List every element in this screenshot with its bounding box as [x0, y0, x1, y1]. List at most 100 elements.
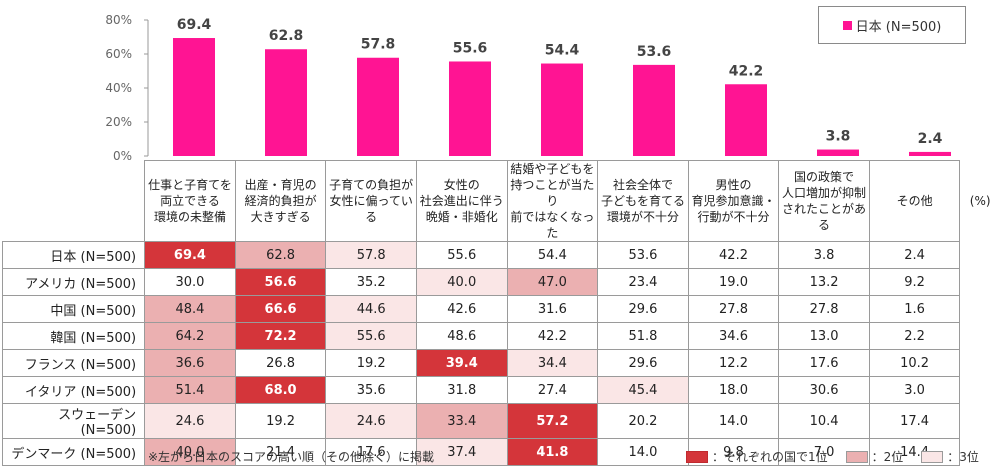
table-cell: 26.8: [234, 349, 327, 377]
table-corner: [2, 160, 146, 242]
legend-swatch-icon: [842, 20, 852, 30]
rank-first-swatch-icon: [686, 450, 708, 463]
column-header: その他: [868, 160, 961, 242]
bar-value-label: 54.4: [545, 43, 580, 59]
table-cell: 24.6: [325, 403, 417, 439]
row-label: デンマーク (N=500): [1, 438, 146, 466]
chart-legend: 日本 (N=500): [818, 6, 966, 44]
spacer-cell: [959, 403, 1000, 439]
table-cell: 2.2: [868, 322, 961, 350]
table-row: スウェーデン (N=500) 24.6 19.2 24.6 33.4 57.2 20.2 14…: [1, 403, 1000, 439]
table-cell: 54.4: [506, 241, 599, 269]
table-cell: 47.0: [506, 268, 599, 296]
table-cell: 39.4: [415, 349, 508, 377]
table-cell: 17.4: [868, 403, 961, 439]
bar-value-label: 57.8: [361, 37, 396, 53]
table-cell: 42.6: [415, 295, 508, 323]
column-header: 国の政策で 人口増加が抑制 されたことがある: [778, 160, 870, 242]
comparison-table: 仕事と子育てを 両立できる 環境の未整備 出産・育児の 経済的負担が 大きすぎる子…: [1, 160, 1000, 466]
row-label: 中国 (N=500): [1, 295, 146, 323]
table-cell: 34.6: [687, 322, 780, 350]
table-row: 韓国 (N=500) 64.2 72.2 55.6 48.6 42.2 51.8 34.6 13…: [1, 322, 1000, 350]
rank-third-swatch-icon: [921, 450, 944, 463]
row-label: 日本 (N=500): [1, 241, 146, 269]
bar: [449, 61, 491, 157]
row-label: アメリカ (N=500): [1, 268, 146, 296]
bar-value-label: 69.4: [177, 17, 212, 33]
row-label: フランス (N=500): [1, 349, 146, 377]
spacer-cell: [959, 268, 1000, 296]
table-cell: 20.2: [597, 403, 689, 439]
table-cell: 56.6: [234, 268, 327, 296]
unit-label: (%): [959, 160, 1000, 242]
table-cell: 12.2: [687, 349, 780, 377]
bar: [265, 49, 307, 156]
column-header: 子育ての負担が 女性に偏っている: [325, 160, 417, 242]
table-body: 日本 (N=500) 69.4 62.8 57.8 55.6 54.4 53.6 42.2 3.…: [1, 241, 1000, 466]
table-row: 中国 (N=500) 48.4 66.6 44.6 42.6 31.6 29.6 27.8 27…: [1, 295, 1000, 323]
table-cell: 34.4: [506, 349, 599, 377]
column-header: 男性の 育児参加意識・ 行動が不十分: [687, 160, 780, 242]
table-cell: 40.0: [144, 438, 236, 466]
y-tick-label: 40%: [105, 81, 132, 95]
table-cell: 51.4: [144, 376, 236, 404]
table-cell: 13.2: [778, 268, 870, 296]
table-cell: 44.6: [325, 295, 417, 323]
table-cell: 48.6: [415, 322, 508, 350]
y-tick-label: 0%: [113, 149, 132, 160]
table-cell: 21.4: [234, 438, 327, 466]
table-cell: 9.2: [868, 268, 961, 296]
table-cell: 53.6: [597, 241, 689, 269]
spacer-cell: [959, 295, 1000, 323]
y-tick-label: 20%: [105, 115, 132, 129]
table-cell: 36.6: [144, 349, 236, 377]
table-cell: 35.6: [325, 376, 417, 404]
bar-value-label: 2.4: [918, 131, 943, 147]
bar-value-label: 62.8: [269, 28, 304, 44]
bar: [909, 151, 951, 156]
legend-label: 日本 (N=500): [855, 19, 942, 35]
rank-key: ：それぞれの国で1位 ：2位 ：3位: [686, 448, 997, 465]
bar: [633, 64, 675, 156]
table-cell: 31.6: [506, 295, 599, 323]
column-header: 出産・育児の 経済的負担が 大きすぎる: [234, 160, 327, 242]
table-cell: 68.0: [234, 376, 327, 404]
table-cell: 14.0: [597, 438, 689, 466]
column-header: 結婚や子どもを 持つことが当たり 前ではなくなった: [506, 160, 599, 242]
table-row: アメリカ (N=500) 30.0 56.6 35.2 40.0 47.0 23.4 19.0…: [1, 268, 1000, 296]
table-row: 日本 (N=500) 69.4 62.8 57.8 55.6 54.4 53.6 42.2 3.…: [1, 241, 1000, 269]
bar-value-label: 3.8: [826, 129, 851, 145]
table-cell: 35.2: [325, 268, 417, 296]
table-cell: 37.4: [415, 438, 508, 466]
table-row: フランス (N=500) 36.6 26.8 19.2 39.4 34.4 29.6 12.2…: [1, 349, 1000, 377]
table-cell: 51.8: [597, 322, 689, 350]
table-cell: 17.6: [778, 349, 870, 377]
table-cell: 3.0: [868, 376, 961, 404]
table-cell: 48.4: [144, 295, 236, 323]
spacer-cell: [959, 241, 1000, 269]
table-cell: 19.2: [234, 403, 327, 439]
bar-value-label: 55.6: [453, 40, 488, 56]
table-cell: 14.0: [687, 403, 780, 439]
table-header-row: 仕事と子育てを 両立できる 環境の未整備 出産・育児の 経済的負担が 大きすぎる子…: [2, 160, 1000, 242]
table-cell: 57.8: [325, 241, 417, 269]
row-label: スウェーデン (N=500): [1, 403, 146, 439]
table-cell: 64.2: [144, 322, 236, 350]
table-cell: 17.6: [325, 438, 417, 466]
bar: [173, 38, 215, 156]
table-cell: 2.4: [868, 241, 961, 269]
table-row: デンマーク (N=500) 40.0 21.4 17.6 37.4 41.8 14.0 9.8…: [1, 438, 1000, 466]
y-tick-label: 80%: [105, 13, 132, 27]
table-cell: 30.0: [144, 268, 236, 296]
table-cell: 55.6: [415, 241, 508, 269]
bar: [817, 149, 859, 156]
column-header: 仕事と子育てを 両立できる 環境の未整備: [144, 160, 236, 242]
table-cell: 13.0: [778, 322, 870, 350]
table-cell: 27.8: [687, 295, 780, 323]
bar-value-label: 42.2: [729, 63, 764, 79]
spacer-cell: [959, 322, 1000, 350]
table-cell: 23.4: [597, 268, 689, 296]
table-cell: 41.8: [506, 438, 599, 466]
bar: [541, 63, 583, 156]
table-cell: 10.2: [868, 349, 961, 377]
